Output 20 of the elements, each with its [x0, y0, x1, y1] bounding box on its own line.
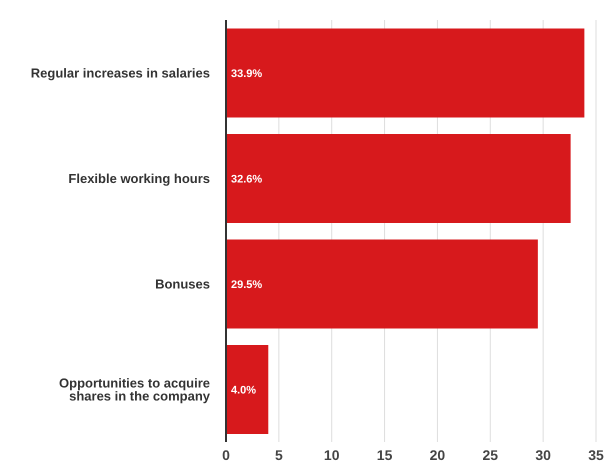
- x-tick-label: 25: [482, 446, 498, 463]
- y-tick-label: Bonuses: [155, 276, 210, 292]
- data-label: 32.6%: [231, 173, 262, 186]
- data-label: 33.9%: [231, 68, 262, 80]
- data-label: 29.5%: [231, 278, 262, 291]
- x-tick-label: 5: [274, 446, 283, 463]
- x-tick-label: 20: [430, 446, 446, 463]
- bar: [226, 344, 268, 434]
- data-label: 4.0%: [231, 384, 256, 396]
- x-tick-label: 30: [535, 446, 552, 463]
- bar: [226, 239, 538, 328]
- bar: [226, 28, 584, 118]
- x-tick-label: 0: [222, 446, 230, 463]
- bar: [226, 134, 571, 223]
- x-tick-label: 15: [376, 446, 393, 463]
- x-tick-label: 35: [588, 446, 604, 463]
- y-tick-label: Opportunities to acquire shares in the company: [59, 375, 211, 404]
- y-tick-label: Regular increases in salaries: [30, 65, 210, 80]
- y-tick-label: Flexible working hours: [68, 170, 210, 186]
- x-tick-label: 10: [324, 446, 340, 463]
